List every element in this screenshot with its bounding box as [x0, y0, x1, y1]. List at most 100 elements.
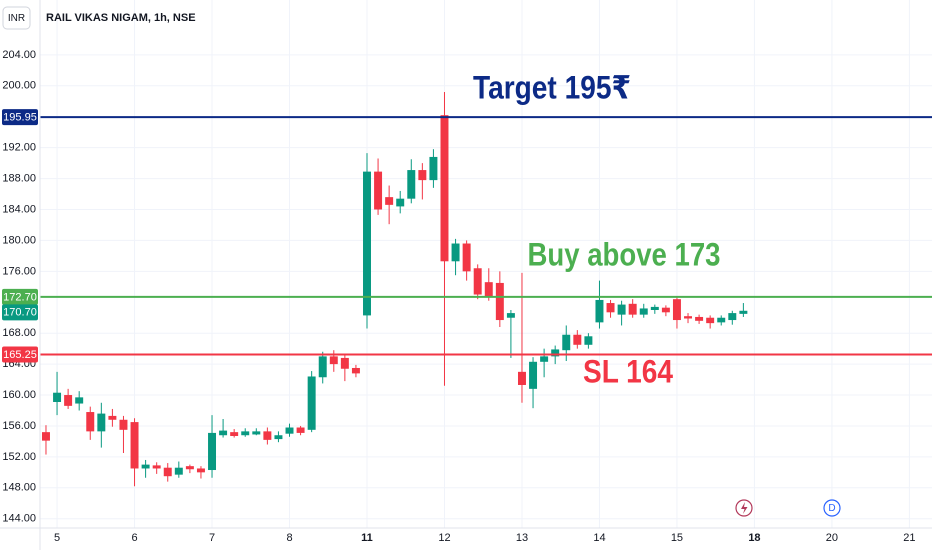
- candle-body: [495, 282, 504, 321]
- candle-body: [329, 356, 338, 365]
- candle-body: [185, 466, 194, 470]
- level-annotation: Target 195₹: [473, 69, 631, 105]
- y-tick-label: 204.00: [2, 49, 36, 61]
- y-tick-label: 168.00: [2, 327, 36, 339]
- candle-body: [64, 395, 73, 406]
- candle-body: [506, 313, 515, 318]
- x-tick-label: 6: [131, 532, 137, 544]
- y-tick-label: 192.00: [2, 142, 36, 154]
- dividend-icon[interactable]: [823, 499, 841, 517]
- price-tag-label: 165.25: [3, 349, 37, 361]
- y-tick-label: 176.00: [2, 265, 36, 277]
- candle-body: [473, 268, 482, 295]
- candle-body: [517, 371, 526, 385]
- candle-body: [484, 282, 493, 297]
- candle-body: [451, 243, 460, 262]
- x-tick-label: 21: [903, 532, 915, 544]
- candle-body: [584, 336, 593, 345]
- y-tick-label: 200.00: [2, 80, 36, 92]
- candle-body: [75, 397, 84, 404]
- y-tick-label: 180.00: [2, 234, 36, 246]
- x-tick-label: 13: [516, 532, 528, 544]
- candle-body: [208, 432, 217, 471]
- candle-body: [363, 171, 371, 316]
- candle-body: [163, 467, 172, 477]
- candle-body: [672, 299, 681, 321]
- candle-body: [152, 465, 161, 469]
- candle-body: [650, 306, 659, 310]
- x-tick-label: 7: [209, 532, 215, 544]
- candle-body: [196, 468, 205, 473]
- y-tick-label: 188.00: [2, 172, 36, 184]
- last-price-tag: [2, 304, 38, 321]
- level-annotation: Buy above 173: [528, 236, 721, 272]
- x-tick-label: 14: [593, 532, 605, 544]
- candle-body: [418, 170, 427, 181]
- candle-body: [595, 299, 604, 323]
- candle-body: [41, 432, 50, 441]
- candle-body: [351, 367, 360, 374]
- lightning: [741, 502, 748, 514]
- candle-body: [440, 115, 449, 262]
- candle-body: [628, 303, 637, 315]
- chart-title: RAIL VIKAS NIGAM, 1h, NSE: [46, 12, 196, 24]
- candle-body: [562, 334, 571, 351]
- candle-body: [739, 310, 748, 314]
- axes: 144.00148.00152.00156.00160.00164.00168.…: [2, 49, 916, 544]
- candle-body: [728, 313, 737, 321]
- y-tick-label: 148.00: [2, 482, 36, 494]
- candle-body: [407, 170, 416, 199]
- candle-body: [285, 427, 294, 434]
- candle-body: [119, 419, 128, 430]
- y-tick-label: 144.00: [2, 513, 36, 525]
- x-tick-label: 20: [826, 532, 838, 544]
- candle-body: [97, 413, 106, 432]
- candle-body: [263, 431, 272, 440]
- candle-body: [684, 316, 693, 319]
- candle-body: [661, 307, 670, 313]
- currency-box[interactable]: [2, 6, 31, 30]
- candle-body: [695, 316, 704, 321]
- x-tick-label: 12: [438, 532, 450, 544]
- y-tick-label: 160.00: [2, 389, 36, 401]
- price-tag: [2, 346, 38, 363]
- price-tag: [2, 288, 38, 305]
- candle-body: [385, 197, 394, 205]
- x-tick-label: 5: [54, 532, 60, 544]
- y-tick-label: 152.00: [2, 451, 36, 463]
- price-tag-label: 172.70: [3, 291, 37, 303]
- candle-body: [617, 304, 626, 315]
- x-tick-label: 18: [748, 532, 760, 544]
- candle-body: [374, 171, 383, 210]
- candle-body: [396, 198, 405, 207]
- candle-body: [108, 415, 117, 420]
- candle-body: [174, 467, 183, 475]
- grid: [40, 0, 932, 528]
- currency: INR: [8, 13, 25, 24]
- plot: Target 195₹ Buy above 173 SL 164: [40, 69, 932, 487]
- candle-body: [706, 317, 715, 324]
- candle-body: [219, 430, 228, 436]
- candle-body: [274, 435, 283, 440]
- candle-body: [241, 431, 250, 436]
- candle-body: [53, 392, 62, 402]
- price-tag-label: 195.95: [3, 112, 37, 124]
- candle-body: [606, 303, 615, 313]
- candle-body: [529, 361, 538, 389]
- candle-body: [252, 431, 261, 435]
- candle-body: [130, 422, 139, 469]
- candle-body: [717, 317, 726, 323]
- candle-body: [340, 357, 349, 369]
- candle-body: [573, 334, 582, 345]
- last-price-label: 170.70: [3, 307, 37, 319]
- candle-body: [307, 376, 316, 430]
- candle-body: [551, 349, 560, 357]
- x-tick-label: 15: [671, 532, 683, 544]
- candle-body: [318, 356, 327, 378]
- price-tag: [2, 109, 38, 126]
- candle-body: [540, 356, 549, 362]
- candle-body: [230, 432, 239, 437]
- candle-body: [296, 427, 305, 433]
